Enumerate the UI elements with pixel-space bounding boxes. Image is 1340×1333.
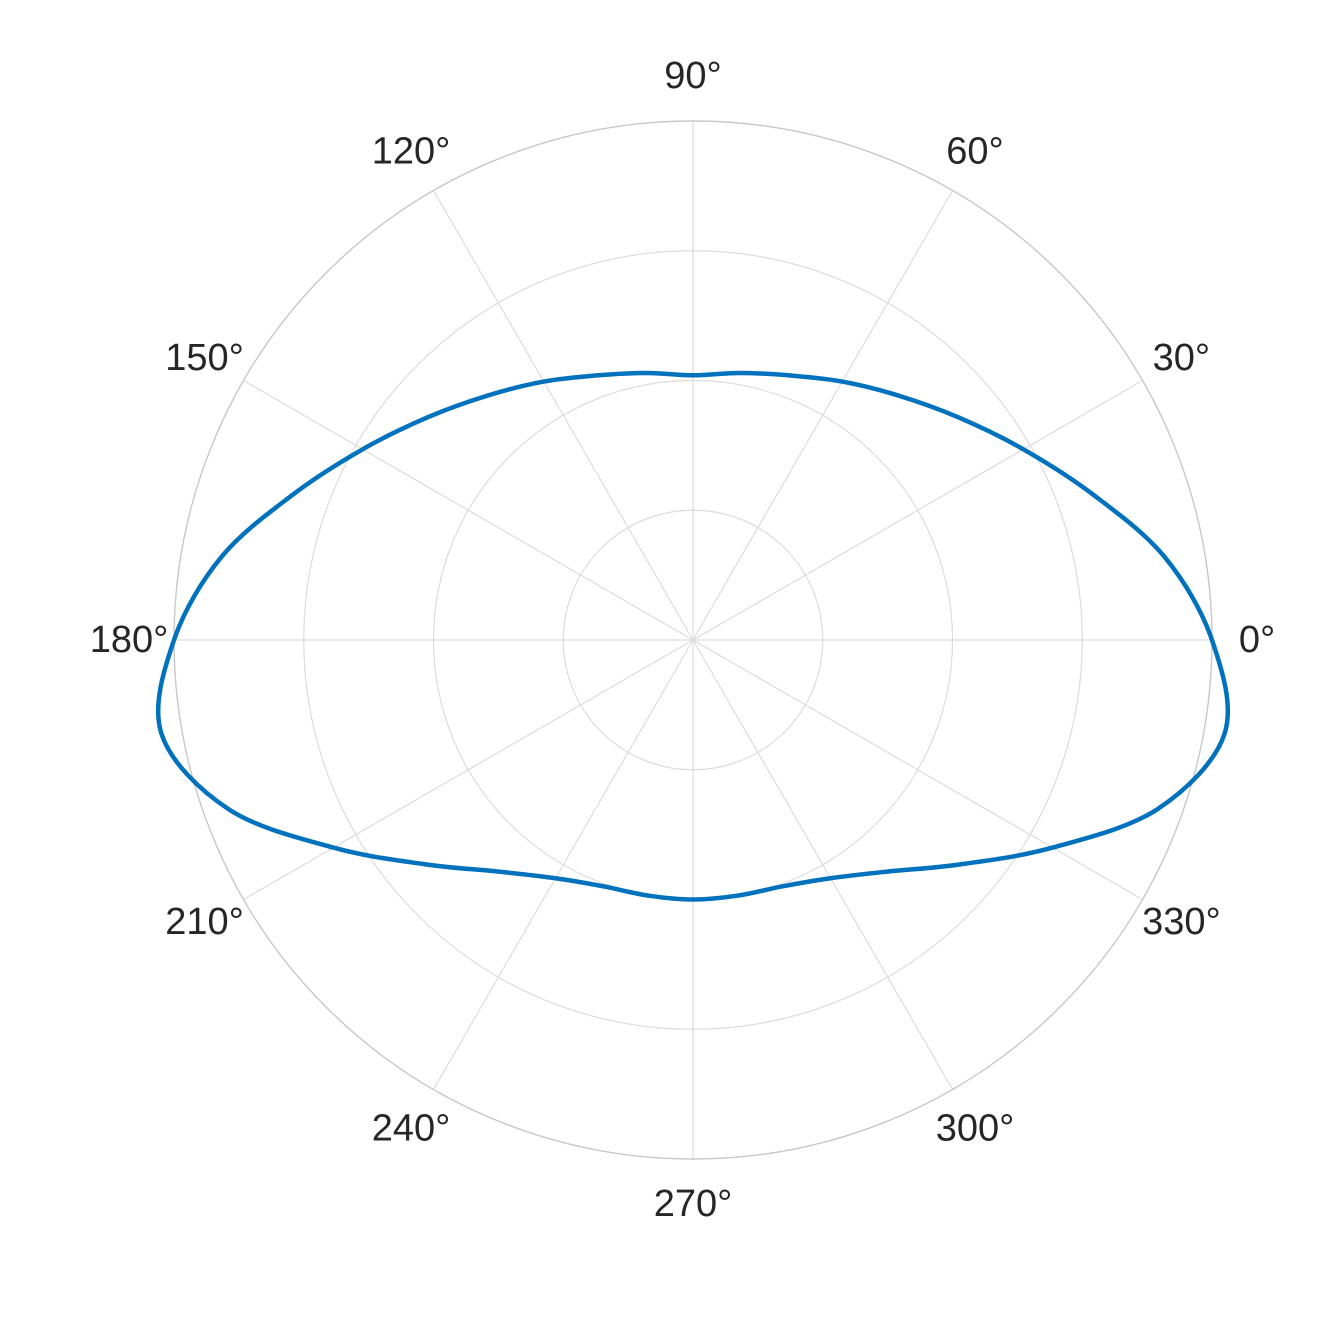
angle-label-layer: 0° 30° 60° 90° 120° 150° 180° 210° 240° 270° 300° 3… [90, 55, 1275, 1225]
angle-tick-label-180: 180° [90, 619, 169, 661]
grid-layer [173, 120, 1213, 1160]
angle-tick-label-150: 150° [165, 337, 244, 379]
angle-tick-label-30: 30° [1153, 337, 1210, 379]
series-layer [156, 370, 1230, 902]
angle-tick-label-270: 270° [654, 1183, 733, 1225]
radius-gridline-1 [562, 509, 824, 771]
series-line-0 [156, 370, 1230, 902]
angle-tick-label-300: 300° [936, 1107, 1015, 1149]
angle-tick-label-120: 120° [372, 131, 451, 173]
angle-tick-label-240: 240° [372, 1107, 451, 1149]
angle-tick-label-90: 90° [664, 55, 721, 97]
angle-tick-label-330: 330° [1142, 901, 1221, 943]
angle-tick-label-210: 210° [165, 901, 244, 943]
angle-tick-label-0: 0° [1239, 619, 1275, 661]
radius-gridline-3 [303, 250, 1083, 1030]
angle-tick-label-60: 60° [946, 131, 1003, 173]
